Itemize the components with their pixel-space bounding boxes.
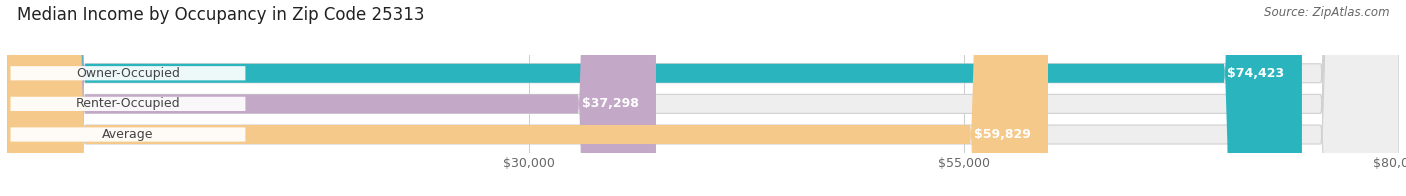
FancyBboxPatch shape <box>7 0 1399 196</box>
Text: Owner-Occupied: Owner-Occupied <box>76 67 180 80</box>
Text: $59,829: $59,829 <box>974 128 1031 141</box>
Text: Median Income by Occupancy in Zip Code 25313: Median Income by Occupancy in Zip Code 2… <box>17 6 425 24</box>
Text: Average: Average <box>103 128 153 141</box>
FancyBboxPatch shape <box>7 0 1047 196</box>
FancyBboxPatch shape <box>7 0 1399 196</box>
FancyBboxPatch shape <box>7 0 1399 196</box>
FancyBboxPatch shape <box>10 97 246 111</box>
Text: Source: ZipAtlas.com: Source: ZipAtlas.com <box>1264 6 1389 19</box>
Text: $74,423: $74,423 <box>1227 67 1285 80</box>
FancyBboxPatch shape <box>7 0 657 196</box>
Text: $37,298: $37,298 <box>582 97 638 110</box>
FancyBboxPatch shape <box>10 127 246 142</box>
FancyBboxPatch shape <box>7 0 1302 196</box>
FancyBboxPatch shape <box>10 66 246 80</box>
Text: Renter-Occupied: Renter-Occupied <box>76 97 180 110</box>
